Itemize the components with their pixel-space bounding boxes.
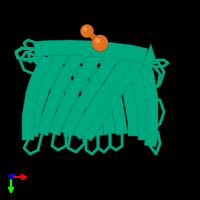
Circle shape: [80, 24, 94, 38]
Polygon shape: [111, 51, 140, 136]
Polygon shape: [61, 48, 123, 137]
Polygon shape: [126, 56, 150, 140]
Polygon shape: [43, 52, 90, 139]
Polygon shape: [34, 40, 148, 63]
Circle shape: [81, 25, 93, 37]
Polygon shape: [26, 50, 69, 137]
Circle shape: [92, 35, 108, 51]
Polygon shape: [77, 49, 116, 135]
Circle shape: [95, 38, 100, 43]
Polygon shape: [32, 52, 76, 137]
Polygon shape: [95, 49, 128, 135]
Polygon shape: [36, 48, 87, 136]
Polygon shape: [48, 48, 105, 136]
Circle shape: [92, 35, 108, 51]
Polygon shape: [59, 50, 104, 137]
Polygon shape: [22, 55, 53, 140]
Polygon shape: [141, 44, 156, 68]
Circle shape: [83, 27, 87, 31]
Polygon shape: [138, 62, 158, 147]
Polygon shape: [71, 50, 137, 139]
Polygon shape: [81, 52, 150, 141]
